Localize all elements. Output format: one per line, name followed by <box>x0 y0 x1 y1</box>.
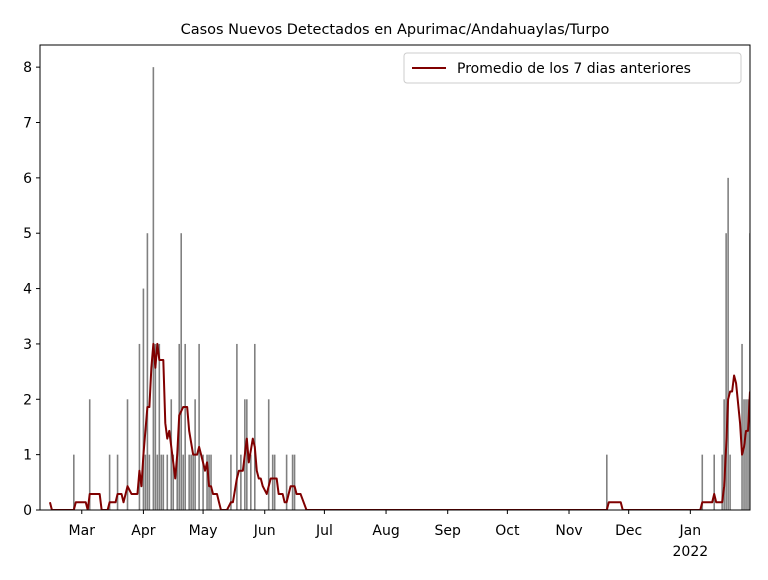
bar <box>88 399 91 510</box>
bar <box>210 454 212 510</box>
y-tick-label: 2 <box>23 392 32 408</box>
bar <box>743 399 745 510</box>
y-tick-label: 3 <box>23 337 32 353</box>
bar <box>250 454 252 510</box>
y-tick-label: 4 <box>23 282 32 298</box>
x-tick-label: Jul <box>315 523 333 539</box>
bar <box>747 399 749 510</box>
x-tick-label: Mar <box>69 523 96 539</box>
plot-frame <box>39 44 751 511</box>
bar <box>236 343 238 510</box>
bar <box>293 454 296 510</box>
bar <box>152 67 155 510</box>
bar <box>206 454 208 510</box>
bar <box>727 177 729 510</box>
x-tick-label: May <box>189 523 218 539</box>
bar <box>230 454 232 510</box>
bar <box>190 454 192 510</box>
y-tick-label: 1 <box>23 448 32 464</box>
x-tick-label: Sep <box>435 523 462 539</box>
bar <box>729 454 731 510</box>
bar <box>180 233 182 510</box>
bar <box>138 343 141 510</box>
bar <box>166 454 169 510</box>
bar <box>271 454 274 510</box>
y-tick-label: 0 <box>23 503 32 519</box>
legend-label: Promedio de los 7 dias anteriores <box>457 61 691 77</box>
bar <box>154 343 157 510</box>
x-tick-label: Oct <box>495 523 520 539</box>
bar <box>246 399 248 510</box>
x-tick-label: Aug <box>372 523 399 539</box>
bar <box>285 454 288 510</box>
line <box>48 342 750 510</box>
bar <box>73 454 75 510</box>
bar <box>198 343 200 510</box>
bar <box>126 399 129 510</box>
bar <box>188 454 190 510</box>
bar <box>741 343 743 510</box>
bar <box>142 288 145 510</box>
x-tick-label: Jan 2022 <box>673 523 709 560</box>
bar <box>148 454 151 510</box>
bar <box>291 454 294 510</box>
x-tick-label: Apr <box>131 523 155 539</box>
bar <box>108 454 111 510</box>
x-tick-label: Dec <box>615 523 642 539</box>
bar <box>725 233 727 510</box>
bar <box>240 454 242 510</box>
bar <box>202 454 204 510</box>
bar <box>176 454 179 510</box>
bar <box>182 454 184 510</box>
bar <box>160 454 163 510</box>
bar <box>192 454 194 510</box>
bar <box>267 399 270 510</box>
bar <box>184 343 186 510</box>
y-tick-label: 7 <box>23 116 32 132</box>
bar <box>158 343 161 510</box>
y-tick-label: 8 <box>23 60 32 76</box>
bar <box>253 343 256 510</box>
bar <box>172 454 175 510</box>
legend-box <box>403 52 742 84</box>
bar <box>606 454 608 510</box>
x-tick-label: Jun <box>253 523 276 539</box>
x-tick-label: Nov <box>555 523 582 539</box>
bar <box>723 399 725 510</box>
bar <box>146 233 149 510</box>
bar <box>713 454 715 510</box>
bar <box>273 454 276 510</box>
bar <box>156 454 159 510</box>
bar <box>144 454 147 510</box>
chart-title: Casos Nuevos Detectados en Apurimac/Anda… <box>181 22 610 38</box>
bar <box>701 454 704 510</box>
y-tick-label: 6 <box>23 171 32 187</box>
bar <box>721 454 723 510</box>
bar <box>745 399 747 510</box>
y-tick-label: 5 <box>23 226 32 242</box>
bar <box>162 454 165 510</box>
bar <box>116 454 119 510</box>
